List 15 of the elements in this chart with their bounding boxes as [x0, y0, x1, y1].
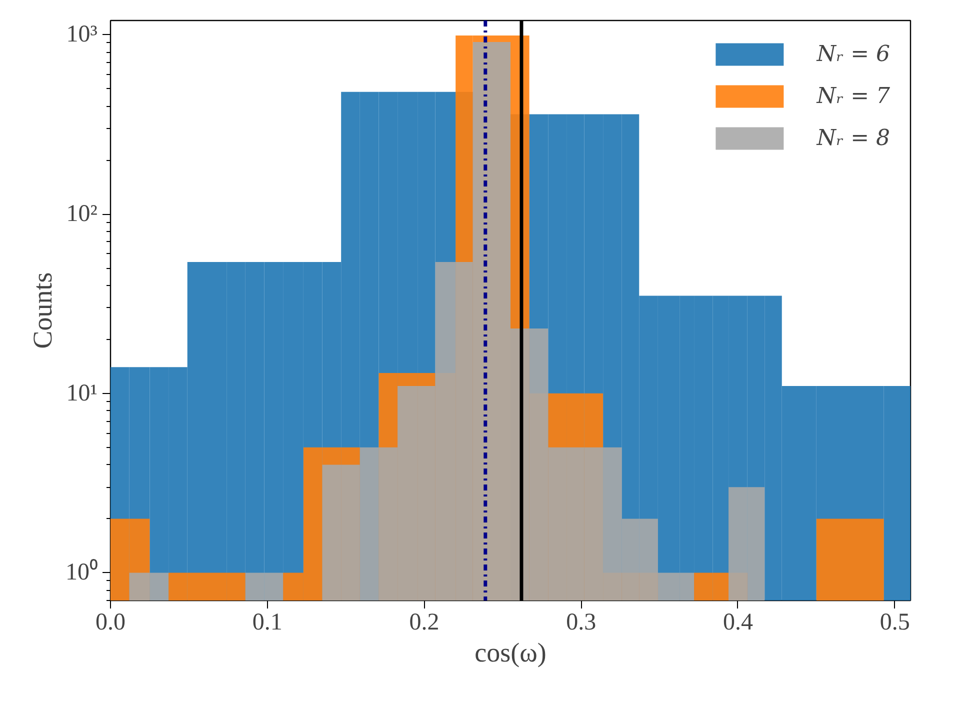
- y-tick-label: 10¹: [66, 380, 98, 406]
- legend-label: Nᵣ = 7: [816, 84, 890, 108]
- x-tick-label: 0.4: [722, 610, 753, 636]
- x-tick-label: 0.1: [252, 610, 282, 636]
- x-tick-label: 0.3: [566, 610, 596, 636]
- x-tick-label: 0.2: [409, 610, 440, 636]
- y-axis-title: Counts: [28, 272, 58, 349]
- x-axis-title: cos(ω): [474, 638, 546, 668]
- legend-label: Nᵣ = 6: [816, 42, 890, 66]
- y-tick-label: 10⁰: [66, 558, 98, 586]
- x-tick-label: 0.5: [880, 610, 910, 636]
- legend-label: Nᵣ = 8: [816, 126, 890, 150]
- y-tick-label: 10²: [66, 201, 98, 228]
- y-tick-label: 10³: [66, 22, 98, 48]
- x-tick-label: 0.0: [96, 610, 126, 636]
